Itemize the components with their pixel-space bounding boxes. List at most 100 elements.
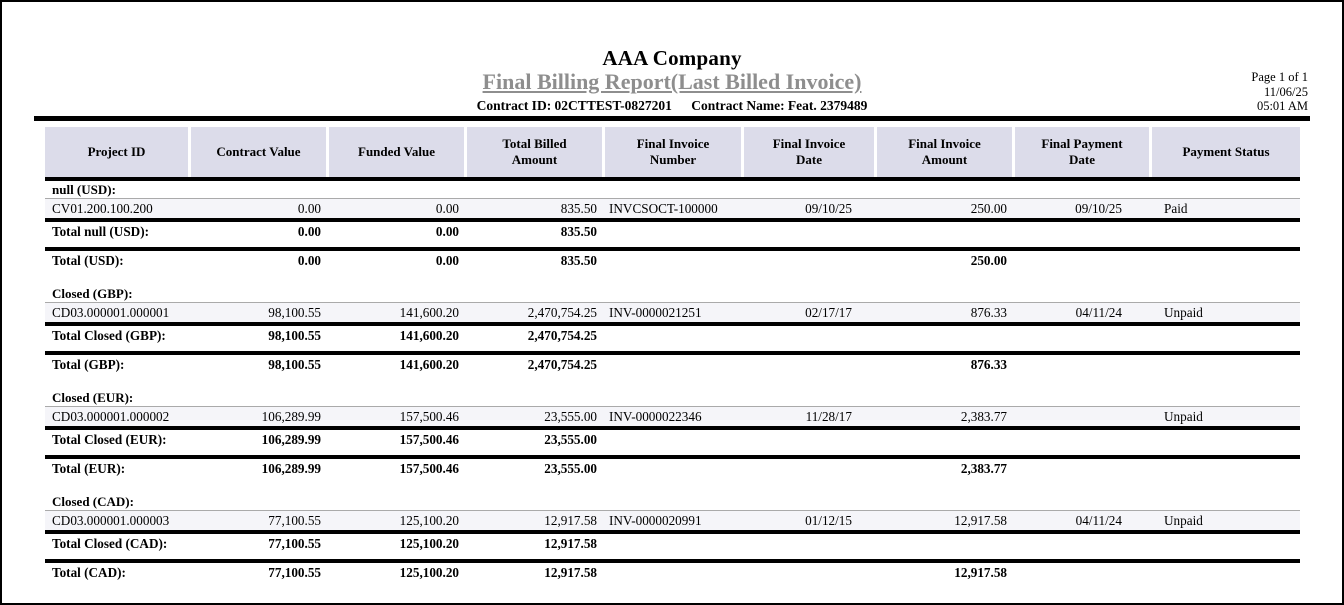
cell-project_id: Total Closed (CAD):: [52, 536, 168, 551]
cell-payment_date: [1015, 430, 1152, 449]
cell-project_id: CV01.200.100.200: [52, 201, 153, 216]
cell-total_billed: 2,470,754.25: [527, 328, 597, 343]
group-total-row: Total Closed (EUR): 106,289.99 157,500.46 2…: [45, 430, 1300, 449]
cell-funded_value: 125,100.20: [399, 513, 459, 528]
group-rule: [45, 198, 1300, 199]
cell-project_id: Total (GBP):: [52, 357, 125, 372]
section-rule: [45, 530, 1300, 534]
cell-payment_date: [1015, 355, 1152, 374]
cell-total_billed: 12,917.58: [544, 513, 597, 528]
group-label: null (USD):: [52, 182, 116, 197]
group-rule: [45, 302, 1300, 303]
column-header-invoice_date: Final Invoice Date: [744, 127, 877, 177]
cell-total_billed: 23,555.00: [544, 409, 597, 424]
cell-invoice_number: INV-0000021251: [609, 305, 702, 320]
cell-payment_status: [1152, 563, 1300, 582]
cell-contract_value: 98,100.55: [268, 328, 321, 343]
section-rule: [45, 322, 1300, 326]
cell-funded_value: 141,600.20: [399, 328, 459, 343]
total-rule: [45, 247, 1300, 251]
cell-funded_value: 157,500.46: [399, 409, 459, 424]
cell-total_billed: 12,917.58: [544, 536, 597, 551]
cell-invoice_number: [605, 534, 744, 553]
cell-contract_value: 98,100.55: [268, 305, 321, 320]
cell-contract_value: 0.00: [297, 201, 321, 216]
header-rule: [34, 116, 1310, 121]
cell-invoice_date: 01/12/15: [805, 513, 852, 528]
table-body: null (USD): CV01.200.100.200 0.00 0.00 835.5…: [45, 181, 1300, 582]
section-gap: [45, 270, 1300, 285]
cell-total_billed: 12,917.58: [544, 565, 597, 580]
cell-payment_date: [1015, 407, 1152, 426]
cell-invoice_amount: 250.00: [970, 253, 1007, 268]
cell-contract_value: 106,289.99: [261, 432, 321, 447]
table-header-row: Project ID Contract Value Funded Value Tota…: [45, 127, 1300, 177]
cell-invoice_number: [605, 430, 744, 449]
cell-payment_status: [1152, 222, 1300, 241]
cell-funded_value: 0.00: [435, 224, 459, 239]
column-header-invoice_amount: Final Invoice Amount: [877, 127, 1015, 177]
cell-invoice_date: [744, 251, 877, 270]
cell-project_id: Total null (USD):: [52, 224, 149, 239]
cell-payment_date: [1015, 563, 1152, 582]
table-row: CD03.000001.000001 98,100.55 141,600.20 2,4…: [45, 303, 1300, 322]
total-rule: [45, 351, 1300, 355]
cell-invoice_date: [744, 355, 877, 374]
cell-payment_status: Unpaid: [1164, 513, 1203, 528]
total-rule: [45, 455, 1300, 459]
column-header-project_id: Project ID: [45, 127, 191, 177]
cell-total_billed: 23,555.00: [544, 432, 597, 447]
cell-invoice_date: [744, 430, 877, 449]
currency-total-row: Total (USD): 0.00 0.00 835.50 250.00: [45, 251, 1300, 270]
section-gap: [45, 478, 1300, 493]
cell-invoice_date: [744, 326, 877, 345]
cell-contract_value: 77,100.55: [268, 536, 321, 551]
cell-invoice_amount: 12,917.58: [954, 513, 1007, 528]
contract-name: Contract Name: Feat. 2379489: [691, 98, 868, 113]
cell-invoice_date: 02/17/17: [805, 305, 852, 320]
cell-invoice_amount: [877, 430, 1015, 449]
group-label: Closed (CAD):: [52, 494, 134, 509]
cell-invoice_date: [744, 563, 877, 582]
section-rule: [45, 426, 1300, 430]
table-row: CD03.000001.000002 106,289.99 157,500.46 23…: [45, 407, 1300, 426]
group-total-row: Total Closed (GBP): 98,100.55 141,600.20 2,…: [45, 326, 1300, 345]
cell-payment_status: Unpaid: [1164, 409, 1203, 424]
cell-project_id: Total (USD):: [52, 253, 124, 268]
table-row: CV01.200.100.200 0.00 0.00 835.50 INVCSOCT-1…: [45, 199, 1300, 218]
cell-contract_value: 77,100.55: [268, 513, 321, 528]
cell-funded_value: 141,600.20: [399, 305, 459, 320]
cell-payment_status: [1152, 355, 1300, 374]
cell-contract_value: 77,100.55: [268, 565, 321, 580]
group-label: Closed (EUR):: [52, 390, 134, 405]
cell-payment_date: [1015, 326, 1152, 345]
cell-contract_value: 98,100.55: [268, 357, 321, 372]
cell-invoice_number: INV-0000022346: [609, 409, 702, 424]
contract-id: Contract ID: 02CTTEST-0827201: [476, 98, 672, 113]
column-header-total_billed: Total Billed Amount: [467, 127, 605, 177]
cell-funded_value: 125,100.20: [399, 565, 459, 580]
cell-payment_date: 04/11/24: [1075, 305, 1122, 320]
cell-project_id: CD03.000001.000001: [52, 305, 170, 320]
report-date: 11/06/25: [1264, 84, 1308, 99]
cell-invoice_amount: 12,917.58: [954, 565, 1007, 580]
group-rule: [45, 406, 1300, 407]
cell-total_billed: 835.50: [560, 224, 597, 239]
cell-payment_status: [1152, 430, 1300, 449]
cell-payment_date: 09/10/25: [1075, 201, 1122, 216]
company-title: AAA Company: [602, 46, 742, 70]
page-meta: Page 1 of 1 11/06/25 05:01 AM: [1251, 70, 1308, 114]
cell-invoice_date: 11/28/17: [805, 409, 852, 424]
cell-funded_value: 157,500.46: [399, 432, 459, 447]
cell-total_billed: 2,470,754.25: [527, 305, 597, 320]
column-header-payment_status: Payment Status: [1152, 127, 1300, 177]
cell-contract_value: 0.00: [297, 224, 321, 239]
cell-payment_status: Unpaid: [1164, 305, 1203, 320]
cell-project_id: Total (CAD):: [52, 565, 126, 580]
cell-funded_value: 157,500.46: [399, 461, 459, 476]
cell-total_billed: 2,470,754.25: [527, 357, 597, 372]
cell-invoice_number: [605, 326, 744, 345]
table-header-rule: [45, 177, 1300, 181]
section-gap: [45, 374, 1300, 389]
